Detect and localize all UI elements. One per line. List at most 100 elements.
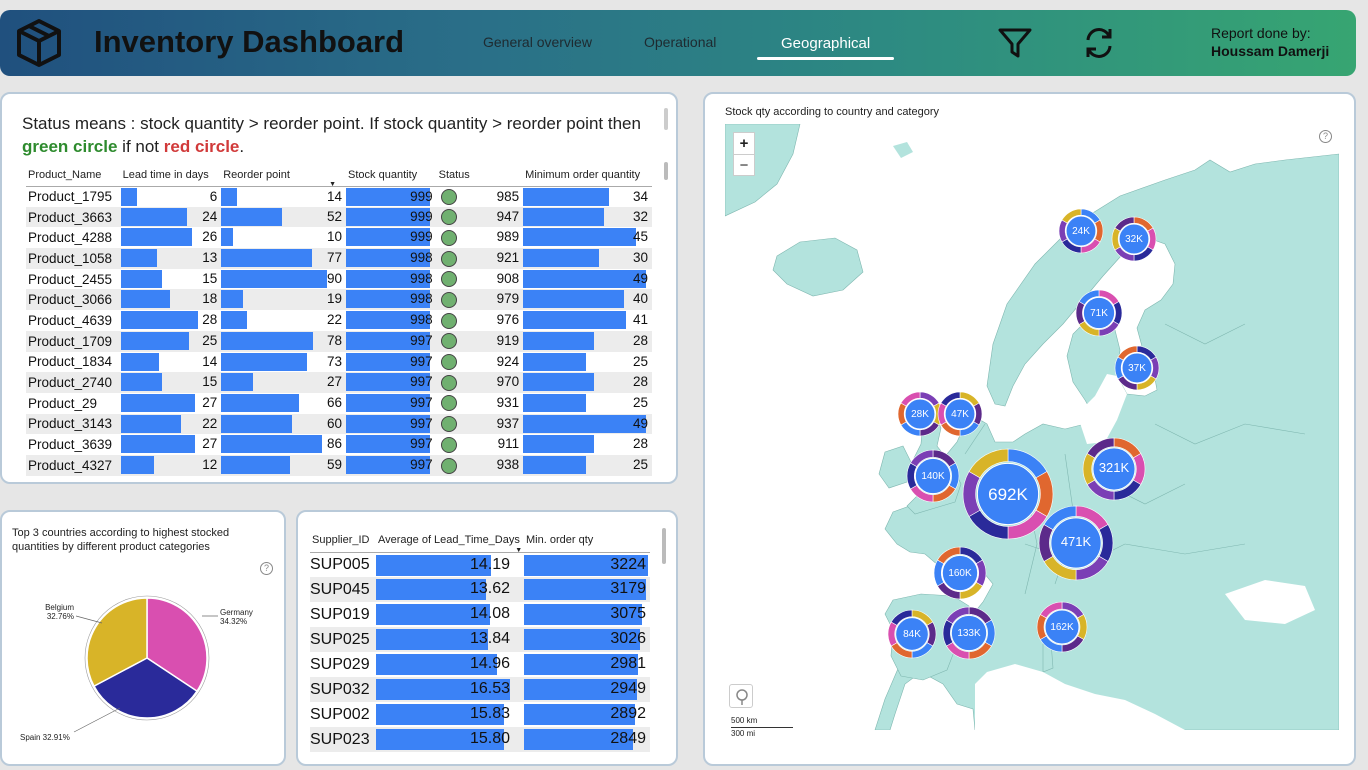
min-order-qty-bar [524,654,638,675]
col-status[interactable]: Status [436,164,524,187]
min-order-cell: 25 [523,393,652,414]
note-scrollbar[interactable] [664,108,668,130]
tab-general-overview[interactable]: General overview [483,34,592,50]
table-row[interactable]: Product_4639 28 22 998 976 41 [26,310,652,331]
table-row[interactable]: SUP023 15.80 2849 [310,727,650,752]
avg-lead-time-bar [376,629,488,650]
reorder-point-bar [221,187,238,206]
table-row[interactable]: Product_3663 24 52 999 947 32 [26,206,652,228]
table-row[interactable]: Product_1795 6 14 999 985 34 [26,186,652,207]
table-row[interactable]: Product_3066 18 19 998 979 40 [26,289,652,311]
status-note-green: green circle [22,137,118,156]
bubble-center [1092,447,1136,491]
min-order-qty-cell: 3026 [524,627,650,652]
bubble-segment [910,449,934,468]
table-row[interactable]: SUP025 13.84 3026 [310,627,650,652]
table-row[interactable]: SUP045 13.62 3179 [310,577,650,602]
col-product-name[interactable]: Product_Name [26,164,121,187]
table-row[interactable]: Product_29 27 66 997 931 25 [26,393,652,414]
col-avg-lead-time[interactable]: Average of Lead_Time_Days [376,528,524,553]
map-bubble[interactable]: 28K [897,391,943,437]
map-bubble[interactable]: 84K [887,609,937,659]
reorder-point-value: 59 [327,456,343,472]
map-bubble[interactable]: 32K [1111,216,1157,262]
zoom-in-button[interactable]: + [734,133,754,155]
europe-map[interactable]: 24K 32K 71K 37K 28K 47K 140K 692K 321K 471K 160K 16… [725,124,1339,730]
col-min-order-qty[interactable]: Min. order qty ▼ [515,528,650,554]
map-bubble[interactable]: 47K [937,391,983,437]
status-value: 937 [496,415,520,431]
water-black-sea [1225,580,1315,624]
map-pin-button[interactable] [729,684,753,708]
status-value: 911 [497,436,520,452]
refresh-icon[interactable] [1080,24,1118,62]
stock-quantity-bar [346,435,431,454]
table-row[interactable]: Product_4327 12 59 997 938 25 [26,454,652,476]
supplier-table: Supplier_ID Average of Lead_Time_Days Mi… [310,528,650,752]
stock-quantity-bar [346,187,431,206]
min-order-value: 25 [632,353,648,369]
map-bubble[interactable]: 692K [962,448,1054,540]
supplier-table-panel: Supplier_ID Average of Lead_Time_Days Mi… [296,510,678,766]
map-bubble[interactable]: 321K [1082,437,1146,501]
reorder-point-cell: 10 [221,227,346,248]
tab-geographical[interactable]: Geographical [781,35,871,52]
table-row[interactable]: SUP002 15.83 2892 [310,702,650,727]
map-bubble[interactable]: 71K [1075,289,1123,337]
table-row[interactable]: SUP005 14.19 3224 [310,552,650,577]
table-row[interactable]: Product_1709 25 78 997 919 28 [26,330,652,352]
zoom-out-button[interactable]: − [739,157,749,174]
reorder-point-bar [221,269,328,288]
table-row[interactable]: Product_1834 14 73 997 924 25 [26,352,652,373]
min-order-qty-value: 2949 [610,680,646,697]
table-row[interactable]: SUP029 14.96 2981 [310,652,650,677]
stock-quantity-value: 997 [410,436,433,452]
col-reorder-point[interactable]: Reorder point [221,164,347,187]
status-note: Status means : stock quantity > reorder … [22,112,662,158]
table-row[interactable]: Product_1058 13 77 998 921 30 [26,248,652,269]
map-bubble[interactable]: 471K [1038,505,1114,581]
lead-time-cell: 15 [120,269,222,290]
col-min-order-qty[interactable]: Minimum order quantity [523,164,652,187]
map-bubble[interactable]: 37K [1114,345,1160,391]
map-bubble[interactable]: 133K [942,606,996,660]
status-green-circle-icon [440,188,457,205]
table-scrollbar[interactable] [664,162,668,180]
table-row[interactable]: Product_2740 15 27 997 970 28 [26,372,652,393]
table-row[interactable]: Product_2455 15 90 998 908 49 [26,269,652,290]
table-row[interactable]: SUP032 16.53 2949 [310,677,650,702]
reorder-point-cell: 14 [221,186,346,207]
min-order-value: 34 [632,188,648,204]
pie-label: Spain 32.91% [20,733,70,742]
col-stock-quantity[interactable]: Stock quantity ▼ [329,164,437,188]
tab-operational[interactable]: Operational [644,34,717,50]
col-lead-time[interactable]: Lead time in days [120,164,222,187]
min-order-value: 25 [632,456,648,472]
map-help-icon[interactable]: ? [1319,130,1332,143]
lead-time-value: 14 [202,353,218,369]
bubble-center [1082,296,1116,330]
map-bubble[interactable]: 162K [1036,601,1088,653]
status-value: 976 [496,312,520,328]
bubble-segment [946,606,970,625]
map-bubble[interactable]: 160K [933,546,987,600]
filter-icon[interactable] [996,24,1034,62]
col-supplier-id[interactable]: Supplier_ID [310,528,376,553]
status-cell: 911 [437,434,524,455]
bubble-segment [1117,345,1138,361]
table-row[interactable]: SUP019 14.08 3075 [310,602,650,627]
table-row[interactable]: Product_3639 27 86 997 911 28 [26,434,652,455]
stock-quantity-bar [346,373,431,392]
map-bubble[interactable]: 24K [1058,208,1104,254]
pie-slice-belgium[interactable] [86,597,148,688]
product-name: Product_1709 [26,330,121,352]
table-row[interactable]: Product_4288 26 10 999 989 45 [26,227,652,248]
table-row[interactable]: Product_3143 22 60 997 937 49 [26,413,652,435]
help-icon[interactable]: ? [260,562,273,575]
reorder-point-value: 27 [327,374,343,390]
map-bubble[interactable]: 140K [906,449,960,503]
box-icon [17,19,61,67]
bubble-label: 692K [988,485,1028,504]
supplier-scrollbar[interactable] [662,528,666,564]
stock-quantity-value: 997 [410,415,433,431]
